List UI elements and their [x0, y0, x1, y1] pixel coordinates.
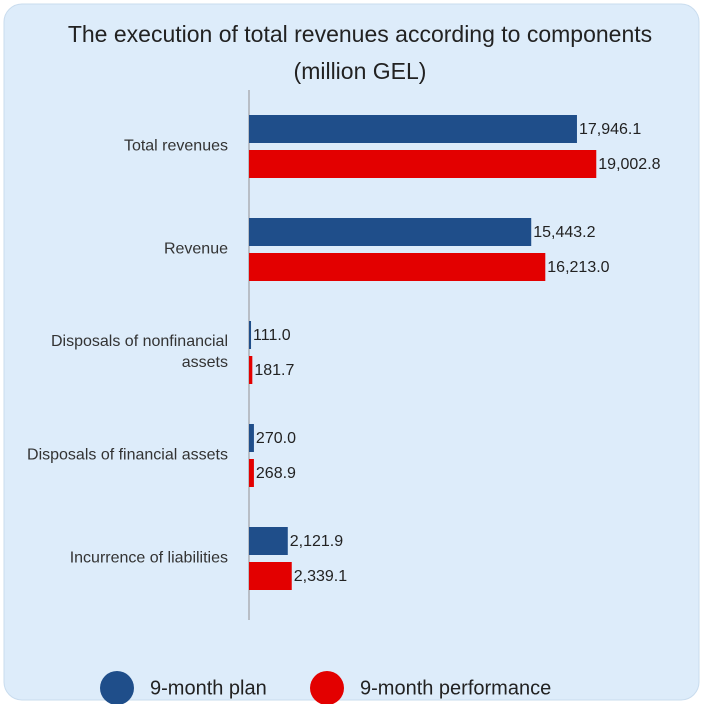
category-label: Disposals of nonfinancial assets [51, 333, 228, 371]
legend-label: 9-month plan [150, 677, 267, 699]
value-label: 270.0 [256, 430, 296, 447]
value-label: 2,339.1 [294, 568, 347, 585]
bar [249, 115, 577, 143]
bar [249, 356, 253, 384]
value-label: 2,121.9 [290, 533, 343, 550]
bar [249, 321, 252, 349]
legend-swatch [310, 671, 344, 704]
value-label: 181.7 [254, 362, 294, 379]
value-label: 17,946.1 [579, 121, 641, 138]
legend-swatch [100, 671, 134, 704]
value-label: 268.9 [256, 465, 296, 482]
value-label: 15,443.2 [533, 224, 595, 241]
category-label: Total revenues [123, 137, 228, 155]
bar [249, 459, 254, 487]
bar [249, 424, 254, 452]
bar [249, 253, 546, 281]
category-label: Revenue [163, 240, 228, 258]
value-label: 19,002.8 [598, 156, 660, 173]
bar [249, 562, 292, 590]
chart-subtitle: (million GEL) [294, 58, 427, 84]
value-label: 16,213.0 [547, 259, 609, 276]
legend-label: 9-month performance [360, 677, 551, 699]
bar [249, 218, 532, 246]
value-label: 111.0 [253, 327, 291, 344]
bar [249, 527, 288, 555]
category-label: Incurrence of liabilities [69, 549, 228, 567]
chart-title: The execution of total revenues accordin… [68, 21, 652, 47]
bar [249, 150, 597, 178]
category-label: Disposals of financial assets [27, 446, 228, 464]
